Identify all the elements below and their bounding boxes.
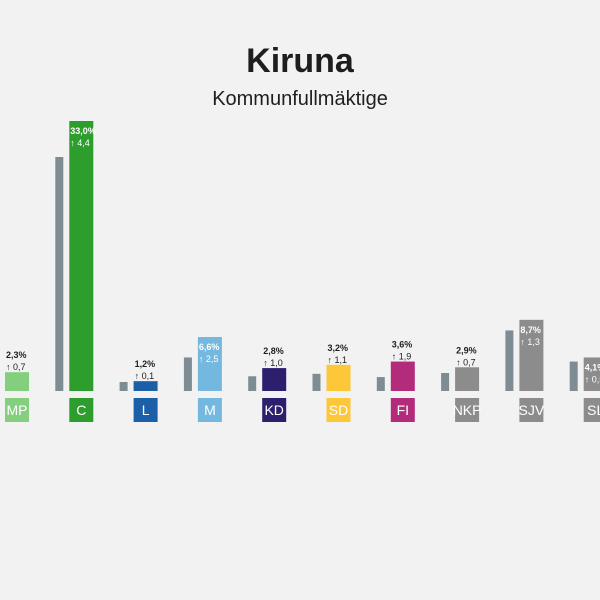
party-label-sl: SL xyxy=(587,402,600,418)
current-bar-sjv xyxy=(519,319,544,391)
party-label-l: L xyxy=(142,402,150,418)
previous-bar-c xyxy=(55,157,64,391)
change-label-mp: ↑ 0,7 xyxy=(6,362,26,372)
previous-bar-nkp xyxy=(441,373,450,391)
change-label-sjv: ↑ 1,3 xyxy=(520,337,540,347)
current-bar-fi xyxy=(390,361,415,391)
previous-bar-l xyxy=(119,382,128,391)
party-label-nkp: NKP xyxy=(453,402,482,418)
party-badge-sjv xyxy=(519,398,544,422)
current-bar-l xyxy=(133,381,158,391)
party-label-c: C xyxy=(76,402,86,418)
chart-subtitle: Kommunfullmäktige xyxy=(212,88,388,110)
value-label-kd: 2,8% xyxy=(263,346,284,356)
value-label-l: 1,2% xyxy=(135,359,156,369)
change-label-sd: ↑ 1,1 xyxy=(328,355,348,365)
current-bar-mp xyxy=(5,372,29,391)
current-bar-m xyxy=(197,337,222,391)
value-label-mp: 2,3% xyxy=(6,350,27,360)
change-label-sl: ↑ 0,5 xyxy=(585,374,600,384)
previous-bar-sjv xyxy=(505,330,514,391)
previous-bar-m xyxy=(183,357,192,391)
chart-title: Kiruna xyxy=(246,42,354,80)
previous-bar-kd xyxy=(248,376,257,391)
value-label-nkp: 2,9% xyxy=(456,345,477,355)
party-badge-sd xyxy=(326,398,351,422)
change-label-nkp: ↑ 0,7 xyxy=(456,357,476,367)
party-label-kd: KD xyxy=(264,402,283,418)
current-bar-nkp xyxy=(455,367,480,391)
previous-bar-sd xyxy=(312,373,321,391)
value-label-fi: 3,6% xyxy=(392,340,413,350)
value-label-m: 6,6% xyxy=(199,342,220,352)
previous-bar-sl xyxy=(569,361,578,391)
value-label-c: 33,0% xyxy=(70,126,96,136)
party-label-sjv: SJV xyxy=(519,402,545,418)
previous-bar-fi xyxy=(376,377,385,391)
current-bar-sd xyxy=(326,364,351,391)
change-label-l: ↑ 0,1 xyxy=(135,371,155,381)
party-badge-mp xyxy=(5,398,29,422)
party-badge-l xyxy=(133,398,158,422)
value-label-sjv: 8,7% xyxy=(520,325,541,335)
current-bar-kd xyxy=(262,368,287,391)
current-bar-sl xyxy=(583,357,600,391)
change-label-c: ↑ 4,4 xyxy=(70,138,90,148)
party-badge-fi xyxy=(390,398,415,422)
change-label-kd: ↑ 1,0 xyxy=(263,358,283,368)
party-label-sd: SD xyxy=(329,402,348,418)
value-label-sd: 3,2% xyxy=(328,343,349,353)
current-bar-c xyxy=(69,121,94,391)
party-badge-c xyxy=(69,398,94,422)
party-label-m: M xyxy=(204,402,216,418)
change-label-fi: ↑ 1,9 xyxy=(392,352,412,362)
party-label-fi: FI xyxy=(397,402,409,418)
value-label-sl: 4,1% xyxy=(585,362,600,372)
party-label-mp: MP xyxy=(7,402,28,418)
party-badge-sl xyxy=(583,398,600,422)
party-badge-nkp xyxy=(455,398,480,422)
change-label-m: ↑ 2,5 xyxy=(199,354,219,364)
party-badge-kd xyxy=(262,398,287,422)
party-badge-m xyxy=(197,398,222,422)
